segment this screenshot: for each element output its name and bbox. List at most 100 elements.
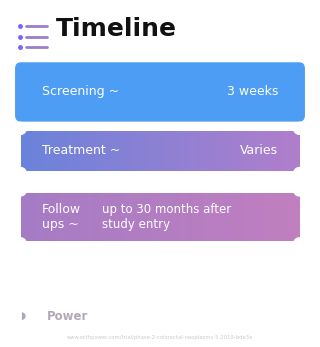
FancyBboxPatch shape [49, 128, 51, 174]
FancyBboxPatch shape [253, 128, 255, 174]
FancyBboxPatch shape [248, 128, 251, 174]
FancyBboxPatch shape [288, 190, 290, 244]
FancyBboxPatch shape [158, 190, 160, 244]
FancyBboxPatch shape [84, 190, 86, 244]
FancyBboxPatch shape [260, 128, 262, 174]
FancyBboxPatch shape [132, 190, 135, 244]
FancyBboxPatch shape [267, 190, 269, 244]
FancyBboxPatch shape [218, 190, 221, 244]
FancyBboxPatch shape [90, 190, 93, 244]
FancyBboxPatch shape [21, 190, 23, 244]
FancyBboxPatch shape [195, 128, 197, 174]
FancyBboxPatch shape [172, 190, 174, 244]
FancyBboxPatch shape [241, 128, 244, 174]
FancyBboxPatch shape [104, 190, 107, 244]
FancyBboxPatch shape [107, 190, 109, 244]
Text: ◗: ◗ [20, 312, 26, 321]
FancyBboxPatch shape [118, 190, 121, 244]
FancyBboxPatch shape [58, 190, 60, 244]
FancyBboxPatch shape [86, 128, 88, 174]
FancyBboxPatch shape [225, 128, 228, 174]
FancyBboxPatch shape [146, 128, 149, 174]
FancyBboxPatch shape [192, 190, 195, 244]
FancyBboxPatch shape [67, 128, 70, 174]
FancyBboxPatch shape [130, 190, 132, 244]
FancyBboxPatch shape [244, 190, 246, 244]
FancyBboxPatch shape [230, 190, 232, 244]
FancyBboxPatch shape [153, 128, 156, 174]
FancyBboxPatch shape [102, 128, 105, 174]
FancyBboxPatch shape [281, 128, 283, 174]
Circle shape [294, 168, 305, 179]
FancyBboxPatch shape [199, 190, 202, 244]
FancyBboxPatch shape [44, 128, 47, 174]
FancyBboxPatch shape [169, 190, 172, 244]
FancyBboxPatch shape [123, 128, 125, 174]
FancyBboxPatch shape [190, 128, 193, 174]
FancyBboxPatch shape [93, 190, 95, 244]
FancyBboxPatch shape [26, 128, 28, 174]
FancyBboxPatch shape [128, 190, 130, 244]
FancyBboxPatch shape [290, 128, 292, 174]
FancyBboxPatch shape [42, 190, 44, 244]
FancyBboxPatch shape [255, 128, 258, 174]
FancyBboxPatch shape [209, 128, 211, 174]
FancyBboxPatch shape [241, 190, 244, 244]
FancyBboxPatch shape [227, 190, 230, 244]
FancyBboxPatch shape [79, 128, 81, 174]
FancyBboxPatch shape [19, 241, 301, 246]
FancyBboxPatch shape [97, 190, 100, 244]
FancyBboxPatch shape [209, 190, 211, 244]
FancyBboxPatch shape [51, 190, 54, 244]
FancyBboxPatch shape [23, 128, 26, 174]
FancyBboxPatch shape [35, 128, 37, 174]
FancyBboxPatch shape [44, 190, 47, 244]
FancyBboxPatch shape [37, 190, 40, 244]
FancyBboxPatch shape [244, 128, 246, 174]
FancyBboxPatch shape [114, 190, 116, 244]
FancyBboxPatch shape [190, 190, 193, 244]
FancyBboxPatch shape [211, 128, 214, 174]
FancyBboxPatch shape [97, 128, 100, 174]
FancyBboxPatch shape [248, 190, 251, 244]
FancyBboxPatch shape [84, 128, 86, 174]
FancyBboxPatch shape [297, 128, 300, 174]
FancyBboxPatch shape [269, 128, 272, 174]
FancyBboxPatch shape [46, 190, 49, 244]
FancyBboxPatch shape [74, 128, 77, 174]
FancyBboxPatch shape [283, 128, 285, 174]
FancyBboxPatch shape [144, 128, 146, 174]
FancyBboxPatch shape [153, 190, 156, 244]
Text: Treatment ~: Treatment ~ [42, 144, 120, 158]
FancyBboxPatch shape [195, 190, 197, 244]
FancyBboxPatch shape [42, 128, 44, 174]
Circle shape [294, 238, 305, 250]
FancyBboxPatch shape [246, 128, 249, 174]
FancyBboxPatch shape [111, 190, 114, 244]
Circle shape [15, 184, 26, 196]
Text: Varies: Varies [240, 144, 278, 158]
FancyBboxPatch shape [30, 190, 33, 244]
FancyBboxPatch shape [206, 190, 209, 244]
FancyBboxPatch shape [281, 190, 283, 244]
FancyBboxPatch shape [160, 190, 163, 244]
FancyBboxPatch shape [107, 128, 109, 174]
FancyBboxPatch shape [294, 190, 297, 244]
FancyBboxPatch shape [109, 190, 112, 244]
FancyBboxPatch shape [223, 190, 225, 244]
FancyBboxPatch shape [181, 128, 184, 174]
FancyBboxPatch shape [32, 190, 35, 244]
FancyBboxPatch shape [30, 128, 33, 174]
FancyBboxPatch shape [15, 62, 305, 122]
FancyBboxPatch shape [81, 190, 84, 244]
FancyBboxPatch shape [165, 128, 167, 174]
FancyBboxPatch shape [162, 128, 165, 174]
FancyBboxPatch shape [67, 190, 70, 244]
FancyBboxPatch shape [56, 190, 58, 244]
FancyBboxPatch shape [227, 128, 230, 174]
FancyBboxPatch shape [264, 128, 267, 174]
Circle shape [15, 238, 26, 250]
FancyBboxPatch shape [60, 128, 63, 174]
Text: Power: Power [46, 310, 88, 323]
FancyBboxPatch shape [72, 128, 75, 174]
